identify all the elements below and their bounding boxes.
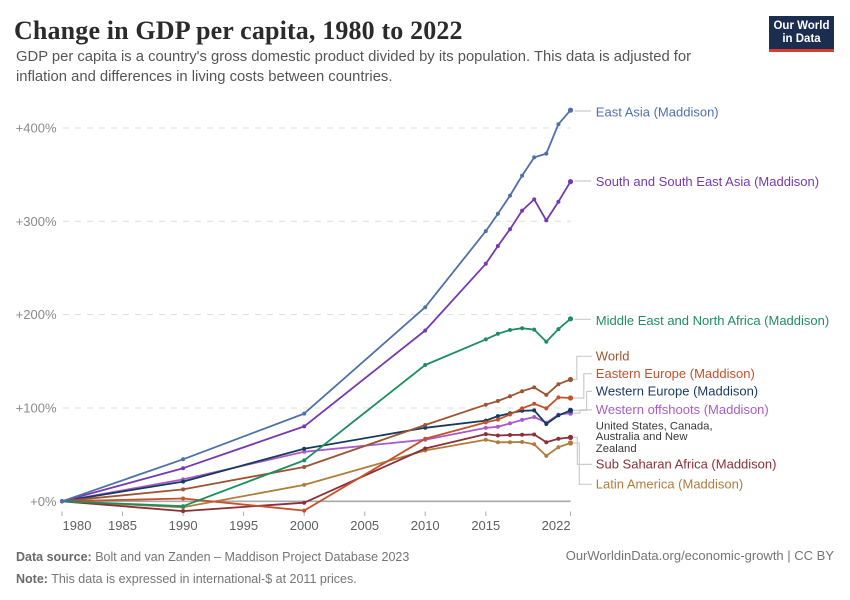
svg-text:Western offshoots (Maddison): Western offshoots (Maddison) — [596, 402, 769, 417]
svg-text:Western Europe (Maddison): Western Europe (Maddison) — [596, 384, 758, 399]
svg-text:+0%: +0% — [30, 494, 57, 509]
svg-text:+100%: +100% — [16, 401, 57, 416]
svg-text:Middle East and North Africa (: Middle East and North Africa (Maddison) — [596, 313, 829, 328]
svg-text:+400%: +400% — [16, 121, 57, 136]
svg-text:United States, Canada,: United States, Canada, — [596, 420, 713, 432]
svg-text:Sub Saharan Africa (Maddison): Sub Saharan Africa (Maddison) — [596, 457, 777, 472]
svg-text:1990: 1990 — [169, 518, 198, 533]
svg-text:+300%: +300% — [16, 214, 57, 229]
svg-text:South and South East Asia (Mad: South and South East Asia (Maddison) — [596, 174, 819, 189]
svg-text:World: World — [596, 349, 630, 364]
svg-text:2000: 2000 — [290, 518, 319, 533]
svg-text:2010: 2010 — [411, 518, 440, 533]
svg-text:+200%: +200% — [16, 307, 57, 322]
svg-text:1995: 1995 — [229, 518, 258, 533]
svg-text:1985: 1985 — [108, 518, 137, 533]
svg-text:Zealand: Zealand — [596, 443, 637, 455]
svg-text:2022: 2022 — [542, 518, 571, 533]
svg-text:Eastern Europe (Maddison): Eastern Europe (Maddison) — [596, 366, 755, 381]
svg-text:2005: 2005 — [350, 518, 379, 533]
svg-text:East Asia (Maddison): East Asia (Maddison) — [596, 104, 719, 119]
svg-text:1980: 1980 — [63, 518, 92, 533]
svg-text:Australia and New: Australia and New — [596, 431, 689, 443]
svg-text:Latin America (Maddison): Latin America (Maddison) — [596, 477, 743, 492]
svg-text:2015: 2015 — [471, 518, 500, 533]
